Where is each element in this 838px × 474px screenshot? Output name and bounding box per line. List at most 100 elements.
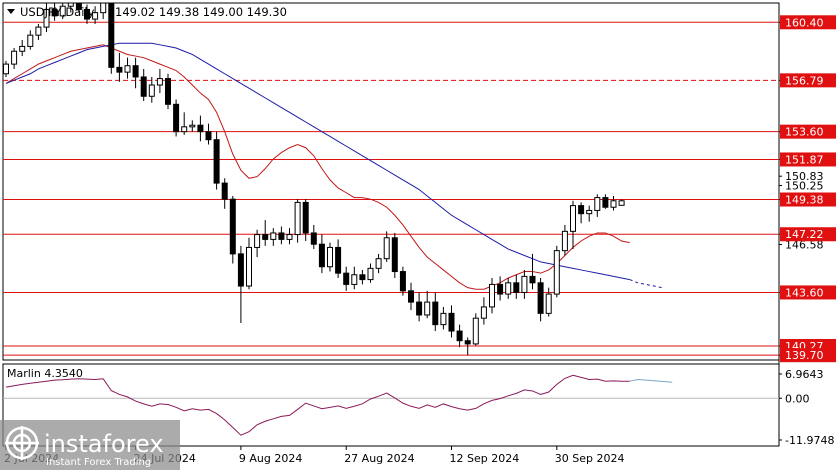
candle-body-bear (116, 66, 123, 73)
candle-body-bull (254, 234, 261, 248)
candle (570, 200, 576, 250)
candle (278, 226, 285, 245)
candle-body-bull (561, 230, 568, 252)
candle (302, 199, 309, 241)
candle (335, 239, 342, 278)
level-tag-label: 151.87 (785, 153, 824, 166)
level-tag (780, 192, 836, 207)
candle-body-bull (545, 293, 552, 314)
candle (132, 57, 139, 89)
collapse-triangle-icon[interactable] (7, 9, 15, 14)
candle (367, 263, 374, 283)
candle (189, 120, 196, 132)
candle-body-bull (246, 246, 252, 287)
candle-body-bear (221, 182, 228, 200)
level-tag (780, 152, 836, 167)
candle-body-bear (529, 275, 536, 284)
candle (351, 266, 358, 290)
candle (197, 115, 204, 142)
candle (221, 178, 228, 209)
instaforex-logo-icon (5, 426, 39, 460)
candle-body-bull (586, 209, 593, 215)
candle (416, 292, 423, 322)
candle-body-bull (327, 246, 333, 268)
time-tick-label: 9 Aug 2024 (239, 452, 302, 465)
candle-body-bear (602, 197, 609, 208)
candle (586, 205, 593, 222)
time-tick-label: 27 Aug 2024 (344, 452, 414, 465)
candle-body-bear (140, 76, 147, 97)
candle (489, 277, 495, 314)
candle (327, 242, 333, 272)
candle-body-bear (513, 282, 520, 293)
candle-body-bull (59, 5, 66, 17)
candle (59, 3, 66, 20)
candle (19, 39, 26, 57)
candle (229, 195, 236, 264)
candle-body-bear (318, 243, 325, 268)
candle-body-bear (229, 198, 236, 255)
candle-body-bull (610, 200, 617, 208)
symbol-label: USDJPY,Daily (20, 5, 95, 19)
candle-body-bear (416, 301, 423, 316)
candle-body-bull (351, 274, 358, 285)
candle (432, 292, 439, 332)
watermark-tagline: Instant Forex Trading (46, 457, 151, 468)
candle-body-bear (205, 131, 212, 141)
candle (472, 313, 479, 346)
candle (75, 3, 82, 13)
candle (497, 276, 504, 301)
candle-body-bear (173, 103, 180, 133)
candle-body-bear (359, 274, 366, 281)
candle (424, 290, 431, 319)
candle-body-bear (262, 234, 269, 240)
candle-body-bull (594, 197, 601, 211)
candle (505, 277, 512, 299)
candle-body-bull (505, 282, 512, 295)
candle-body-bear (391, 237, 398, 273)
candle-body-bull (67, 3, 74, 7)
candle (3, 60, 9, 77)
candle-body-bear (165, 78, 171, 105)
candle (456, 324, 463, 348)
candle (545, 287, 552, 317)
candle-body-bull (35, 26, 42, 36)
watermark: instaforex Instant Forex Trading (0, 420, 180, 470)
candle (561, 224, 568, 256)
indicator-label: Marlin 4.3540 (7, 367, 83, 380)
candle (375, 253, 382, 274)
candle (480, 297, 487, 325)
candle (286, 228, 293, 245)
candle-body-bull (553, 250, 560, 295)
candle (408, 282, 414, 311)
candle-body-bear (335, 246, 342, 274)
candle (84, 4, 90, 24)
level-tag-label: 149.38 (785, 194, 824, 207)
marlin-tick-label: -11.9748 (785, 434, 834, 447)
candle-body-bear (497, 283, 504, 295)
candle-body-bull (375, 258, 382, 269)
candle-body-bull (286, 234, 293, 240)
candle (440, 306, 447, 330)
candle-body-bull (124, 65, 131, 73)
watermark-brand: instaforex (44, 430, 164, 458)
candle (173, 99, 180, 137)
header: USDJPY,Daily 149.02 149.38 149.00 149.30 (7, 5, 287, 19)
candle-body-bear (456, 330, 463, 342)
candle (205, 123, 212, 145)
candle (464, 337, 471, 356)
level-tag-label: 147.22 (785, 228, 824, 241)
candle (27, 30, 34, 50)
level-tag-label: 153.60 (785, 126, 824, 139)
price-tick-label: 150.83 (785, 170, 824, 183)
level-tag (780, 73, 836, 88)
candle-body-bear (84, 8, 90, 20)
candle-body-bull (43, 8, 50, 28)
candle (108, 3, 115, 74)
candle-body-bull (472, 317, 479, 345)
candle (513, 274, 520, 299)
level-tag (780, 124, 836, 139)
candle (318, 234, 325, 274)
candle (448, 305, 455, 338)
